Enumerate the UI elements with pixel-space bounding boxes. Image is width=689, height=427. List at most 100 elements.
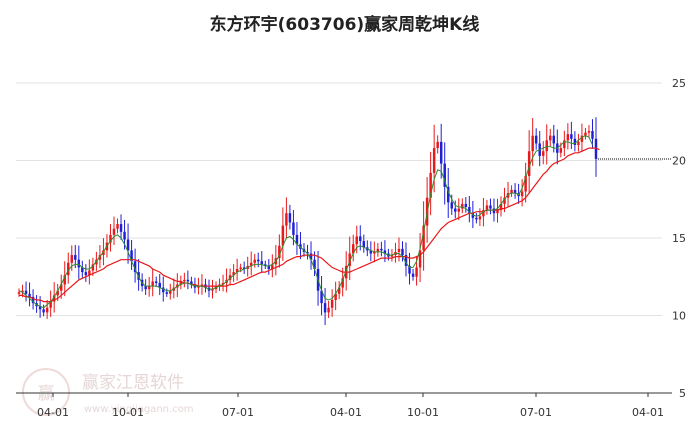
candle-body	[162, 287, 165, 293]
candle-body	[232, 272, 235, 276]
candle-body	[17, 292, 21, 294]
candle-body	[520, 191, 524, 197]
candle-body	[59, 284, 63, 291]
candle-body	[573, 138, 577, 145]
candle-body	[221, 282, 225, 285]
candle-body	[306, 251, 309, 254]
candle-body	[531, 135, 534, 152]
watermark-text: 赢家江恩软件	[82, 373, 184, 393]
candle-body	[299, 244, 302, 249]
candle-body	[390, 255, 394, 257]
candle-body	[418, 250, 422, 268]
candle-body	[439, 141, 443, 164]
candle-body	[45, 307, 49, 313]
candle-body	[267, 265, 271, 269]
candle-body	[281, 225, 285, 246]
candle-body	[411, 273, 415, 277]
candle-body	[348, 253, 351, 266]
candle-body	[295, 234, 299, 245]
candle-body	[397, 248, 401, 252]
candle-body	[457, 208, 461, 212]
candle-body	[183, 279, 186, 282]
candle-body	[482, 210, 485, 217]
candle-body	[239, 267, 242, 269]
candle-body	[436, 141, 439, 149]
candle-body	[454, 208, 457, 212]
candle-body	[309, 253, 313, 260]
candle-body	[570, 134, 573, 139]
candle-body	[513, 189, 517, 194]
candle-body	[492, 208, 496, 214]
candle-body	[429, 172, 432, 198]
candle-body	[74, 255, 77, 260]
candle-body	[116, 224, 119, 229]
ma-short-line	[18, 135, 593, 309]
candle-body	[327, 307, 330, 313]
candle-body	[197, 286, 200, 288]
candle-body	[228, 275, 232, 280]
x-axis-ticks: 04-01 10-01 07-01 04-01 10-01 07-01 04-01	[37, 393, 664, 419]
x-tick-label: 07-01	[222, 406, 254, 419]
chart-title: 东方环宇(603706)赢家周乾坤K线	[209, 15, 480, 35]
candle-body	[594, 138, 598, 159]
candle-body	[401, 248, 404, 256]
candle-body	[330, 300, 334, 308]
candle-body	[584, 132, 587, 136]
candle-body	[169, 290, 172, 294]
candle-body	[383, 250, 387, 254]
candle-body	[91, 264, 95, 271]
candle-body	[534, 135, 538, 144]
candle-body	[84, 272, 88, 276]
y-tick-label: 25	[672, 77, 686, 90]
candle-body	[422, 225, 425, 251]
candle-body	[320, 290, 323, 304]
candle-body	[67, 262, 70, 276]
candle-body	[165, 292, 168, 294]
candle-body	[468, 207, 471, 214]
candle-body	[218, 284, 221, 287]
candle-body	[42, 309, 45, 313]
candle-body	[77, 259, 81, 268]
candle-body	[545, 140, 548, 152]
candle-body	[376, 248, 380, 252]
candle-body	[158, 282, 161, 288]
candle-body	[109, 234, 112, 243]
candle-body	[369, 250, 373, 254]
candle-body	[355, 236, 358, 245]
candle-body	[478, 216, 482, 220]
candle-body	[408, 265, 411, 274]
candle-body	[264, 264, 267, 266]
candle-body	[126, 239, 130, 251]
candle-body	[432, 148, 436, 173]
candle-body	[242, 267, 246, 269]
candle-body	[288, 213, 292, 223]
candle-body	[559, 148, 563, 153]
candle-body	[450, 202, 453, 209]
watermark: 赢 赢家江恩软件 www.yingjiagann.com	[22, 368, 194, 416]
candles-group	[17, 117, 598, 325]
candle-body	[475, 217, 478, 220]
candle-body	[278, 245, 281, 259]
x-tick-label: 07-01	[520, 406, 552, 419]
candle-body	[123, 231, 126, 240]
candle-body	[527, 151, 531, 176]
candle-body	[112, 228, 116, 235]
candle-body	[257, 259, 260, 262]
candle-body	[200, 284, 204, 287]
candle-body	[563, 140, 566, 149]
candle-body	[464, 203, 468, 207]
candle-body	[313, 259, 316, 269]
x-tick-label: 04-01	[632, 406, 664, 419]
x-tick-label: 04-01	[330, 406, 362, 419]
candle-body	[24, 290, 28, 294]
candle-body	[147, 286, 151, 290]
x-tick-label: 10-01	[407, 406, 439, 419]
candle-body	[56, 290, 59, 296]
candle-body	[38, 306, 42, 310]
candle-body	[130, 250, 133, 262]
y-tick-label: 15	[672, 232, 686, 245]
candle-body	[510, 189, 513, 194]
y-tick-label: 10	[672, 310, 686, 323]
watermark-logo-text: 赢	[38, 384, 55, 404]
